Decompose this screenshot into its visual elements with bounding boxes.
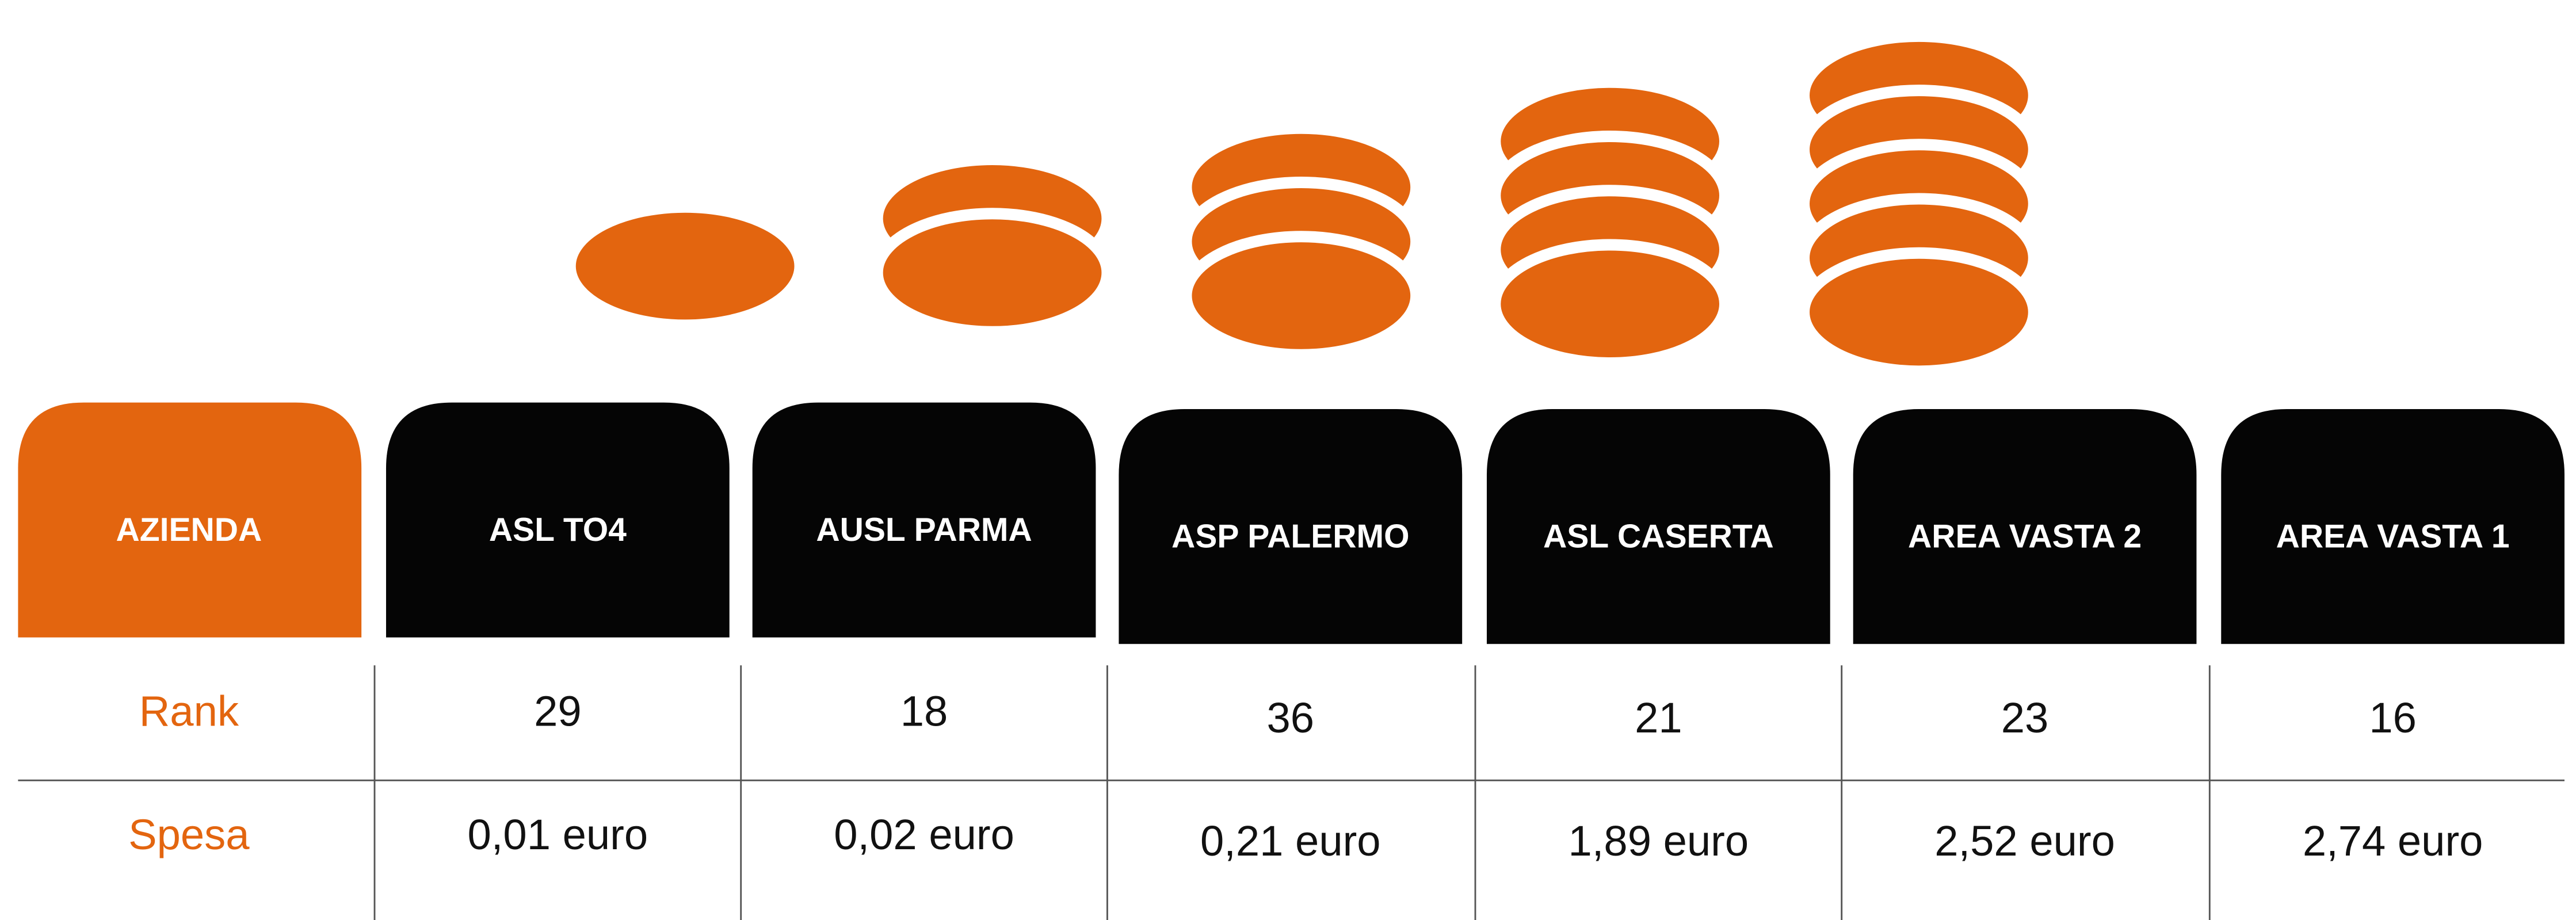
header-cell [1486, 409, 1830, 644]
column-name: AREA VASTA 2 [1908, 518, 2142, 555]
rank-value: 36 [1267, 694, 1315, 742]
coin-stacks [564, 30, 2040, 377]
spesa-value: 0,02 euro [834, 811, 1014, 858]
spesa-value: 0,21 euro [1200, 817, 1381, 865]
row-label: Spesa [128, 811, 250, 858]
coin [564, 201, 806, 331]
spesa-value: 2,74 euro [2303, 817, 2483, 865]
rank-value: 21 [1635, 694, 1682, 742]
coin [1798, 247, 2040, 377]
rank-value: 18 [900, 688, 948, 735]
header-cell [752, 402, 1096, 637]
header-cell [1853, 409, 2197, 644]
header-cell [386, 402, 730, 637]
coin [871, 208, 1113, 338]
header-label: AZIENDA [116, 511, 262, 548]
column-name: ASP PALERMO [1171, 518, 1409, 555]
header-cell [2221, 409, 2565, 644]
spesa-value: 2,52 euro [1934, 817, 2115, 865]
rank-value: 29 [534, 688, 582, 735]
rank-value: 16 [2369, 694, 2417, 742]
column-name: ASL TO4 [489, 511, 627, 548]
rank-value: 23 [2001, 694, 2049, 742]
spesa-value: 1,89 euro [1569, 817, 1749, 865]
column-name: ASL CASERTA [1543, 518, 1774, 555]
header-cell [1119, 409, 1463, 644]
spesa-value: 0,01 euro [468, 811, 648, 858]
coin [1489, 239, 1731, 369]
coin [1180, 231, 1422, 361]
header-cell [18, 402, 362, 637]
column-name: AREA VASTA 1 [2276, 518, 2510, 555]
column-name: AUSL PARMA [816, 511, 1032, 548]
row-label: Rank [139, 688, 239, 735]
